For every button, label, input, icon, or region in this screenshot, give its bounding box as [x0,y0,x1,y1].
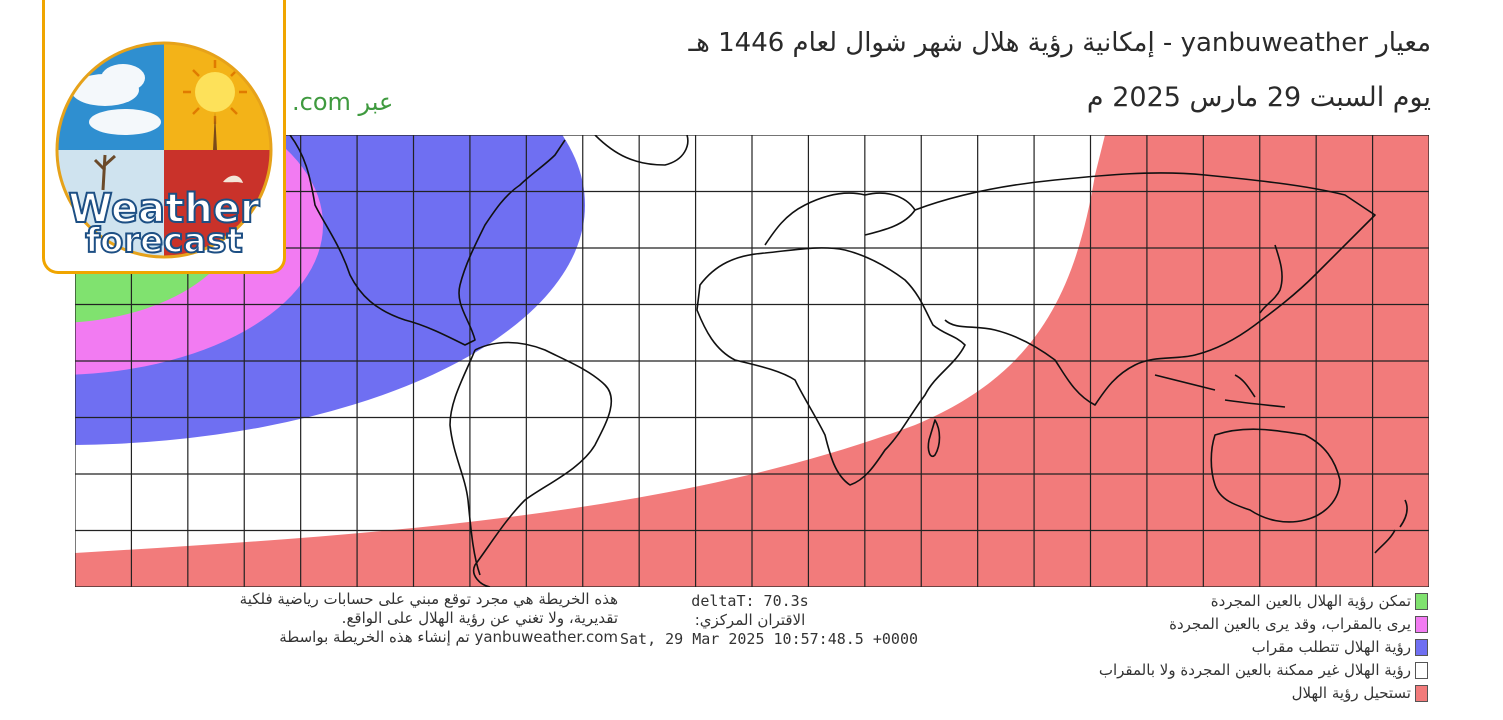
sun-icon [183,60,247,124]
logo-word-weather: Weather [68,186,260,232]
continent-outlines [289,135,1408,587]
weather-forecast-logo: Weather forecast [42,0,286,274]
legend-item-telescope-needed: رؤية الهلال تتطلب مقراب [868,636,1428,659]
conjunction-label: الاقتران المركزي: [694,611,806,629]
legend-item-naked-eye: تمكن رؤية الهلال بالعين المجردة [868,590,1428,613]
cloud-icon [71,64,161,135]
legend-swatch [1415,685,1428,702]
new-zealand-outline [1374,499,1408,554]
legend-item-not-possible: رؤية الهلال غير ممكنة بالعين المجردة ولا… [868,659,1428,682]
palm-tree-icon [213,112,217,150]
europe-africa-outline [696,192,966,486]
north-america-outline [289,135,566,346]
map-date: يوم السبت 29 مارس 2025 م [1086,82,1431,113]
south-america-outline [449,341,613,587]
delta-t-value: deltaT: 70.3s [691,592,809,610]
madagascar-outline [927,419,941,458]
indonesia-outline [1154,374,1286,408]
map-legend: تمكن رؤية الهلال بالعين المجردة يرى بالم… [868,590,1428,705]
legend-swatch [1415,639,1428,656]
disclaimer-line-3: yanbuweather.com تم إنشاء هذه الخريطة بو… [279,628,618,646]
legend-label: رؤية الهلال تتطلب مقراب [1251,638,1411,656]
legend-label: تمكن رؤية الهلال بالعين المجردة [1210,592,1411,610]
conjunction-info: deltaT: 70.3s الاقتران المركزي: Sat, 29 … [620,592,919,649]
disclaimer-line-1: هذه الخريطة هي مجرد توقع مبني على حسابات… [239,590,618,608]
bare-tree-icon [93,154,117,191]
legend-swatch [1415,616,1428,633]
legend-swatch [1415,593,1428,610]
legend-swatch [1415,662,1428,679]
map-title: معيار yanbuweather - إمكانية رؤية هلال ش… [688,28,1431,58]
logo-word-forecast: forecast [85,221,243,261]
australia-outline [1210,428,1341,523]
greenland-outline [594,135,689,166]
lat-lon-grid [75,135,1429,587]
asia-outline [914,172,1376,406]
map-disclaimer: هذه الخريطة هي مجرد توقع مبني على حسابات… [78,590,618,647]
legend-item-telescope-maybe-eye: يرى بالمقراب، وقد يرى بالعين المجردة [868,613,1428,636]
legend-label: رؤية الهلال غير ممكنة بالعين المجردة ولا… [1098,661,1411,679]
legend-label: يرى بالمقراب، وقد يرى بالعين المجردة [1169,615,1411,633]
source-website-label: .com عبر [292,88,394,116]
disclaimer-line-2: تقديرية، ولا تغني عن رؤية الهلال على الو… [341,609,618,627]
bird-icon [223,175,243,183]
legend-label: تستحيل رؤية الهلال [1291,684,1411,702]
logo-ring [55,41,273,259]
conjunction-timestamp: Sat, 29 Mar 2025 10:57:48.5 +0000 [620,630,919,648]
legend-item-impossible: تستحيل رؤية الهلال [868,682,1428,705]
japan-outline [1259,244,1283,314]
